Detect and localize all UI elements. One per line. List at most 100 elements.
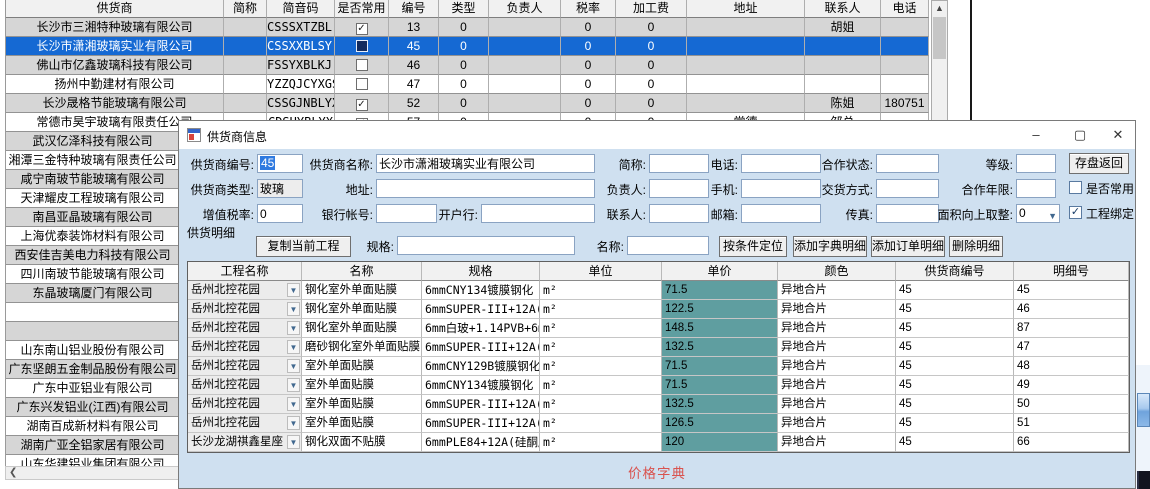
combo-arrow-icon[interactable]: ▼ xyxy=(287,302,300,316)
common-checkbox[interactable] xyxy=(355,59,368,71)
detail-grid-row[interactable]: 岳州北控花园 ▼ 室外单面贴膜 6mmCNY134镀膜钢化 m² 71.5 异地合片 45 49 xyxy=(188,376,1129,395)
bank-branch-input[interactable] xyxy=(481,204,595,223)
supplier-no-input[interactable]: 45 xyxy=(257,154,303,173)
minimize-button[interactable]: – xyxy=(1032,127,1040,142)
list-item[interactable]: 湖南百成新材料有限公司 xyxy=(6,417,179,436)
name-filter-input[interactable] xyxy=(627,236,709,255)
short-name-input[interactable] xyxy=(649,154,709,173)
combo-arrow-icon[interactable]: ▼ xyxy=(287,340,300,354)
bank-account-input[interactable] xyxy=(376,204,437,223)
column-header[interactable]: 联系人 xyxy=(805,0,881,18)
detail-column-header[interactable]: 单价 xyxy=(662,262,778,281)
common-checkbox[interactable] xyxy=(355,78,368,90)
list-item[interactable] xyxy=(6,303,179,322)
detail-column-header[interactable]: 规格 xyxy=(422,262,540,281)
list-item[interactable]: 东晶玻璃厦门有限公司 xyxy=(6,284,179,303)
area-round-up-select[interactable]: 0 ▼ xyxy=(1016,204,1060,223)
project-name-combo[interactable]: 岳州北控花园 ▼ xyxy=(188,281,302,300)
project-name-combo[interactable]: 岳州北控花园 ▼ xyxy=(188,319,302,338)
coop-years-input[interactable] xyxy=(1016,179,1056,198)
list-item[interactable]: 山东华建铝业集团有限公司 xyxy=(6,455,179,466)
column-header[interactable]: 编号 xyxy=(389,0,439,18)
table-row[interactable]: 扬州中勤建材有限公司 YZZQJCYXGS 47 0 0 0 xyxy=(6,75,931,94)
column-header[interactable]: 简称 xyxy=(224,0,267,18)
add-dict-detail-button[interactable]: 添加字典明细 xyxy=(793,236,867,257)
combo-arrow-icon[interactable]: ▼ xyxy=(287,435,300,449)
project-name-combo[interactable]: 长沙龙湖祺鑫星座 ▼ xyxy=(188,433,302,452)
combo-arrow-icon[interactable]: ▼ xyxy=(287,283,300,297)
fax-input[interactable] xyxy=(876,204,939,223)
list-item[interactable] xyxy=(6,322,179,341)
dialog-titlebar[interactable]: 供货商信息 – ▢ ✕ xyxy=(179,121,1135,149)
spec-filter-input[interactable] xyxy=(397,236,575,255)
detail-grid-row[interactable]: 岳州北控花园 ▼室外单面贴膜6mmSUPER-III+12A(硅...m²126.… xyxy=(188,414,1129,433)
list-item[interactable]: 咸宁南玻节能玻璃有限公司 xyxy=(6,170,179,189)
vat-rate-input[interactable] xyxy=(257,204,303,223)
detail-grid-row[interactable]: 岳州北控花园 ▼室外单面贴膜6mmSUPER-III+12A(硅...m²132.… xyxy=(188,395,1129,414)
combo-arrow-icon[interactable]: ▼ xyxy=(287,359,300,373)
detail-column-header[interactable]: 名称 xyxy=(302,262,422,281)
email-input[interactable] xyxy=(741,204,821,223)
detail-column-header[interactable]: 颜色 xyxy=(778,262,896,281)
contact-input[interactable] xyxy=(649,204,709,223)
grade-input[interactable] xyxy=(1016,154,1056,173)
address-input[interactable] xyxy=(376,179,595,198)
list-item[interactable]: 南昌亚晶玻璃有限公司 xyxy=(6,208,179,227)
list-item[interactable]: 湖南广亚全铝家居有限公司 xyxy=(6,436,179,455)
coop-status-input[interactable] xyxy=(876,154,939,173)
detail-grid-row[interactable]: 岳州北控花园 ▼ 室外单面贴膜 6mmCNY129B镀膜钢化 m² 71.5 异地合片 45 4… xyxy=(188,357,1129,376)
common-checkbox[interactable] xyxy=(355,40,368,52)
list-item[interactable]: 武汉亿泽科技有限公司 xyxy=(6,132,179,151)
project-name-combo[interactable]: 岳州北控花园 ▼ xyxy=(188,395,302,414)
combo-arrow-icon[interactable]: ▼ xyxy=(287,416,300,430)
list-item[interactable]: 四川南玻节能玻璃有限公司 xyxy=(6,265,179,284)
common-checkbox[interactable]: ✓ xyxy=(355,23,368,35)
column-header[interactable]: 加工费 xyxy=(616,0,687,18)
column-header[interactable]: 类型 xyxy=(439,0,489,18)
supplier-type-input[interactable] xyxy=(257,179,303,198)
list-item[interactable]: 天津耀皮工程玻璃有限公司 xyxy=(6,189,179,208)
manager-input[interactable] xyxy=(649,179,709,198)
supplier-name-input[interactable] xyxy=(376,154,595,173)
add-order-detail-button[interactable]: 添加订单明细 xyxy=(871,236,945,257)
list-item[interactable]: 湘潭三金特种玻璃有限责任公司 xyxy=(6,151,179,170)
project-bind-checkbox[interactable]: ✓ xyxy=(1069,206,1082,219)
detail-grid-row[interactable]: 岳州北控花园 ▼ 钢化室外单面贴膜 6mmCNY134镀膜钢化 m² 71.5 异地合片 45… xyxy=(188,281,1129,300)
common-use-checkbox[interactable] xyxy=(1069,181,1082,194)
list-item[interactable]: 广东兴发铝业(江西)有限公司 xyxy=(6,398,179,417)
column-header[interactable]: 负责人 xyxy=(489,0,561,18)
delete-detail-button[interactable]: 删除明细 xyxy=(949,236,1003,257)
scroll-left-icon[interactable]: ❮ xyxy=(9,467,18,478)
detail-column-header[interactable]: 供货商编号 xyxy=(896,262,1014,281)
column-header[interactable]: 供货商 xyxy=(6,0,224,18)
common-checkbox[interactable]: ✓ xyxy=(355,99,368,111)
table-vscrollbar[interactable]: ▲ xyxy=(931,0,948,121)
detail-grid-row[interactable]: 岳州北控花园 ▼钢化室外单面贴膜6mmSUPER-III+12A(硅...m²12… xyxy=(188,300,1129,319)
combo-arrow-icon[interactable]: ▼ xyxy=(287,378,300,392)
save-return-button[interactable]: 存盘返回 xyxy=(1069,153,1129,174)
combo-arrow-icon[interactable]: ▼ xyxy=(287,321,300,335)
column-header[interactable]: 电话 xyxy=(881,0,929,18)
detail-grid-row[interactable]: 长沙龙湖祺鑫星座 ▼钢化双面不贴膜6mmPLE84+12A(硅酮胶...m²120… xyxy=(188,433,1129,452)
detail-grid-row[interactable]: 岳州北控花园 ▼钢化室外单面贴膜6mm白玻+1.14PVB+6mm...m²148… xyxy=(188,319,1129,338)
list-item[interactable]: 上海优泰装饰材料有限公司 xyxy=(6,227,179,246)
list-item[interactable]: 山东南山铝业股份有限公司 xyxy=(6,341,179,360)
copy-current-project-button[interactable]: 复制当前工程 xyxy=(256,236,351,257)
scroll-up-icon[interactable]: ▲ xyxy=(935,3,944,13)
detail-column-header[interactable]: 明细号 xyxy=(1014,262,1129,281)
combo-arrow-icon[interactable]: ▼ xyxy=(287,397,300,411)
project-name-combo[interactable]: 岳州北控花园 ▼ xyxy=(188,357,302,376)
close-button[interactable]: ✕ xyxy=(1112,127,1124,142)
detail-grid-row[interactable]: 岳州北控花园 ▼磨砂钢化室外单面贴膜6mmSUPER-III+12A(硅...m²… xyxy=(188,338,1129,357)
column-header[interactable]: 税率 xyxy=(561,0,616,18)
list-item[interactable]: 广东中亚铝业有限公司 xyxy=(6,379,179,398)
phone-input[interactable] xyxy=(741,154,821,173)
list-item[interactable]: 西安佳吉美电力科技有限公司 xyxy=(6,246,179,265)
column-header[interactable]: 简音码 xyxy=(267,0,335,18)
list-hscrollbar[interactable]: ❮ xyxy=(5,466,179,480)
project-name-combo[interactable]: 岳州北控花园 ▼ xyxy=(188,338,302,357)
mobile-input[interactable] xyxy=(741,179,821,198)
